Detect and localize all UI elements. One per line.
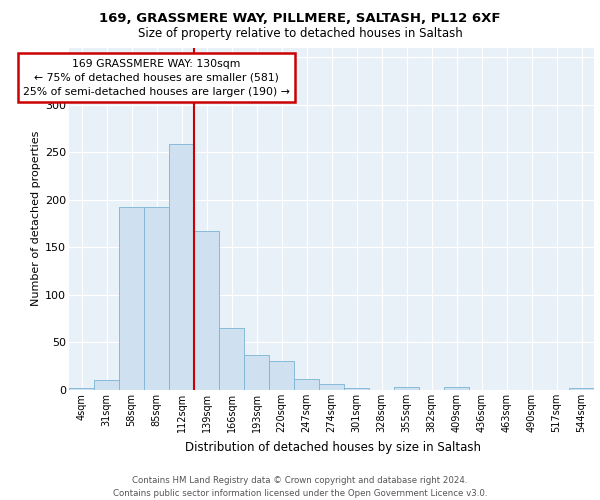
- Bar: [319, 384, 344, 390]
- Bar: [69, 388, 94, 390]
- Bar: [169, 144, 194, 390]
- Bar: [194, 231, 219, 390]
- Text: Size of property relative to detached houses in Saltash: Size of property relative to detached ho…: [137, 28, 463, 40]
- Bar: [569, 388, 594, 390]
- Bar: [344, 388, 369, 390]
- Bar: [144, 208, 169, 390]
- Text: 169 GRASSMERE WAY: 130sqm
← 75% of detached houses are smaller (581)
25% of semi: 169 GRASSMERE WAY: 130sqm ← 75% of detac…: [23, 59, 290, 97]
- Y-axis label: Number of detached properties: Number of detached properties: [31, 131, 41, 306]
- Bar: [444, 387, 469, 390]
- Text: Contains HM Land Registry data © Crown copyright and database right 2024.
Contai: Contains HM Land Registry data © Crown c…: [113, 476, 487, 498]
- Bar: [394, 387, 419, 390]
- Bar: [244, 355, 269, 390]
- Text: Distribution of detached houses by size in Saltash: Distribution of detached houses by size …: [185, 441, 481, 454]
- Text: 169, GRASSMERE WAY, PILLMERE, SALTASH, PL12 6XF: 169, GRASSMERE WAY, PILLMERE, SALTASH, P…: [99, 12, 501, 26]
- Bar: [94, 380, 119, 390]
- Bar: [269, 362, 294, 390]
- Bar: [219, 328, 244, 390]
- Bar: [119, 208, 144, 390]
- Bar: [294, 378, 319, 390]
